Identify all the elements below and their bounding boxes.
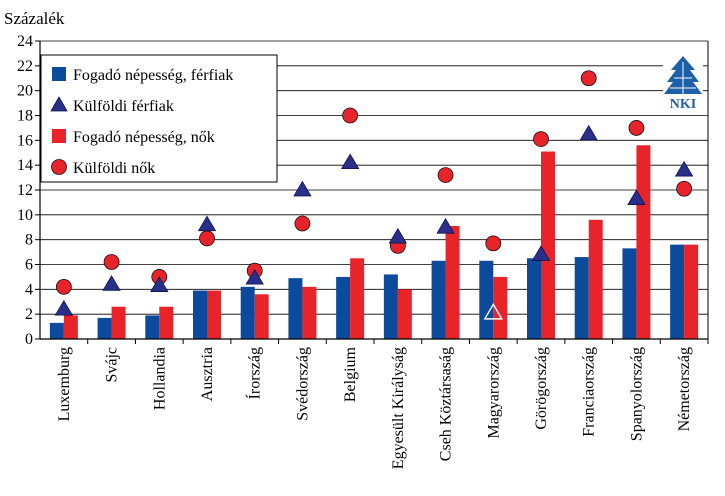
bar-men: [479, 260, 494, 339]
marker-foreign-men: [483, 303, 504, 320]
bar-women: [636, 145, 651, 339]
bar-women: [684, 244, 699, 339]
bar-men: [670, 244, 685, 339]
y-tick-label: 4: [25, 281, 33, 298]
bar-men: [49, 322, 64, 339]
x-tick-label: Cseh Köztársaság: [438, 347, 455, 461]
marker-foreign-men: [340, 153, 360, 170]
marker-foreign-women: [55, 278, 72, 295]
marker-foreign-men: [531, 245, 551, 261]
x-tick-label: Svédország: [294, 347, 311, 421]
bar-women: [254, 294, 269, 339]
y-tick-label: 8: [25, 232, 33, 249]
x-tick-label: Hollandia: [151, 347, 168, 410]
bar-women: [63, 315, 78, 339]
bar-men: [97, 317, 112, 339]
x-tick-label: Magyarország: [485, 347, 502, 439]
y-tick-label: 10: [17, 207, 33, 224]
legend-label: Külföldi nők: [73, 160, 155, 177]
legend: Fogadó népesség, férfiak Külföldi férfiak…: [40, 54, 278, 183]
marker-foreign-women: [628, 120, 645, 136]
legend-label: Fogadó népesség, nők: [73, 129, 215, 146]
marker-foreign-women: [342, 107, 359, 124]
legend-label: Külföldi férfiak: [73, 98, 174, 115]
marker-foreign-men: [197, 215, 217, 232]
marker-foreign-women: [103, 254, 120, 270]
x-tick-label: Belgium: [342, 346, 359, 402]
marker-foreign-men: [674, 160, 694, 177]
marker-foreign-men: [150, 276, 169, 292]
bar-women: [350, 258, 365, 339]
x-tick-label: Svájc: [104, 347, 121, 383]
x-tick-label: Spanyolország: [628, 347, 645, 441]
bar-women: [159, 306, 174, 339]
y-tick-label: 16: [17, 132, 33, 149]
bar-men: [622, 248, 637, 339]
tree-icon-detail: [670, 62, 696, 94]
bar-women: [397, 289, 412, 339]
bar-women: [541, 151, 555, 339]
bars: [49, 145, 699, 339]
bar-men: [527, 258, 541, 339]
bar-men: [145, 315, 160, 339]
marker-foreign-men: [388, 227, 408, 244]
x-tick-label: Luxemburg: [56, 347, 73, 421]
marker-foreign-men: [54, 299, 74, 316]
bar-women: [207, 290, 221, 339]
legend-swatch: [50, 96, 68, 112]
marker-foreign-men: [436, 217, 455, 234]
marker-foreign-women: [437, 167, 454, 184]
legend-swatch: [51, 159, 67, 175]
marker-foreign-women: [676, 180, 693, 197]
marker-foreign-men: [579, 124, 598, 141]
legend-box: [40, 54, 278, 183]
x-axis: Luxemburg Svájc Hollandia Ausztria Írország S…: [40, 338, 709, 469]
marker-foreign-women: [485, 235, 502, 252]
legend-swatch: [52, 67, 66, 81]
bar-women: [111, 306, 126, 339]
markers: [54, 70, 694, 320]
x-tick-label: Írország: [245, 347, 264, 399]
nki-logo: NKI: [663, 52, 703, 112]
y-axis-title: Százalék: [4, 9, 65, 28]
bar-men: [431, 260, 446, 339]
bar-women: [493, 276, 508, 339]
marker-foreign-men: [293, 180, 312, 197]
x-tick-label: Franciaország: [581, 347, 598, 437]
y-tick-label: 14: [17, 157, 33, 174]
y-tick-label: 24: [17, 33, 33, 50]
y-tick-label: 22: [17, 58, 33, 75]
marker-foreign-women: [533, 131, 549, 147]
bar-women: [588, 219, 603, 339]
x-tick-label: Egyesült Királyság: [390, 347, 407, 469]
x-tick-label: Görögország: [533, 347, 550, 430]
marker-foreign-women: [580, 70, 597, 87]
bar-men: [193, 290, 207, 339]
y-tick-label: 2: [25, 306, 33, 323]
marker-foreign-men: [102, 275, 121, 291]
x-tick-label: Ausztria: [199, 347, 216, 401]
y-tick-label: 18: [17, 108, 33, 125]
y-tick-label: 20: [17, 83, 33, 100]
marker-foreign-men: [627, 189, 646, 206]
bar-men: [336, 276, 351, 339]
bar-women: [302, 286, 317, 339]
legend-label: Fogadó népesség, férfiak: [73, 67, 233, 84]
bar-men: [240, 286, 255, 339]
logo-text: NKI: [670, 97, 696, 112]
marker-foreign-women: [294, 215, 311, 232]
y-tick-label: 6: [25, 257, 33, 274]
bar-women: [445, 226, 460, 339]
y-tick-label: 12: [17, 182, 33, 199]
marker-foreign-women: [199, 230, 215, 247]
x-tick-label: Németország: [676, 347, 693, 431]
y-tick-label: 0: [25, 331, 33, 348]
bar-men: [574, 257, 589, 339]
legend-swatch: [52, 129, 66, 143]
bar-men: [383, 274, 398, 339]
marker-foreign-men: [245, 268, 264, 285]
bar-men: [288, 278, 303, 339]
